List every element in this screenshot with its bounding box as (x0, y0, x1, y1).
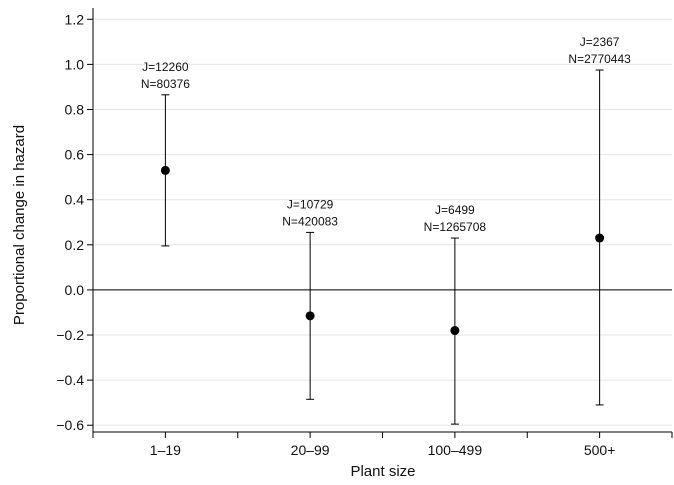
x-axis-title: Plant size (350, 463, 415, 480)
error-bar-group: J=2367 N=2770443 (568, 35, 631, 406)
error-bar-group: J=12260 N=80376 (141, 60, 190, 247)
y-axis-title: Proportional change in hazard (11, 125, 28, 325)
y-tick-label: 1.0 (65, 56, 85, 72)
point-estimate (160, 165, 170, 175)
error-bar-group: J=10729 N=420083 (282, 197, 338, 400)
annotation-n: N=80376 (141, 77, 190, 91)
annotation-j: J=10729 (287, 197, 334, 211)
point-estimate (595, 233, 605, 243)
y-tick-label: −0.6 (56, 417, 84, 433)
annotation-j: J=12260 (142, 60, 189, 74)
grid (93, 18, 672, 426)
point-estimate (450, 326, 460, 336)
annotation-j: J=2367 (580, 35, 620, 49)
y-tick-label: 0.8 (65, 101, 85, 117)
y-tick-label: 0.6 (65, 147, 85, 163)
x-tick-label: 1–19 (150, 442, 181, 458)
y-axis: −0.6 −0.4 −0.2 0.0 0.2 0.4 0.6 0.8 1.0 1.2 (56, 8, 94, 433)
x-tick-label: 500+ (584, 442, 616, 458)
y-tick-label: −0.4 (56, 372, 84, 388)
y-tick-label: −0.2 (56, 327, 84, 343)
y-tick-label: 1.2 (65, 11, 85, 27)
error-bar-group: J=6499 N=1265708 (424, 203, 487, 425)
x-tick-label: 20–99 (291, 442, 330, 458)
x-tick-label: 100–499 (428, 442, 483, 458)
data-marks: J=12260 N=80376 J=10729 N=420083 J=6499 N=126… (141, 35, 631, 425)
point-estimate (305, 311, 315, 321)
annotation-n: N=420083 (282, 214, 338, 228)
y-tick-label: 0.4 (65, 192, 85, 208)
annotation-n: N=1265708 (424, 220, 487, 234)
annotation-n: N=2770443 (568, 52, 631, 66)
annotation-j: J=6499 (435, 203, 475, 217)
x-axis: 1–19 20–99 100–499 500+ (92, 431, 673, 458)
y-tick-label: 0.2 (65, 237, 85, 253)
y-tick-label: 0.0 (65, 282, 85, 298)
